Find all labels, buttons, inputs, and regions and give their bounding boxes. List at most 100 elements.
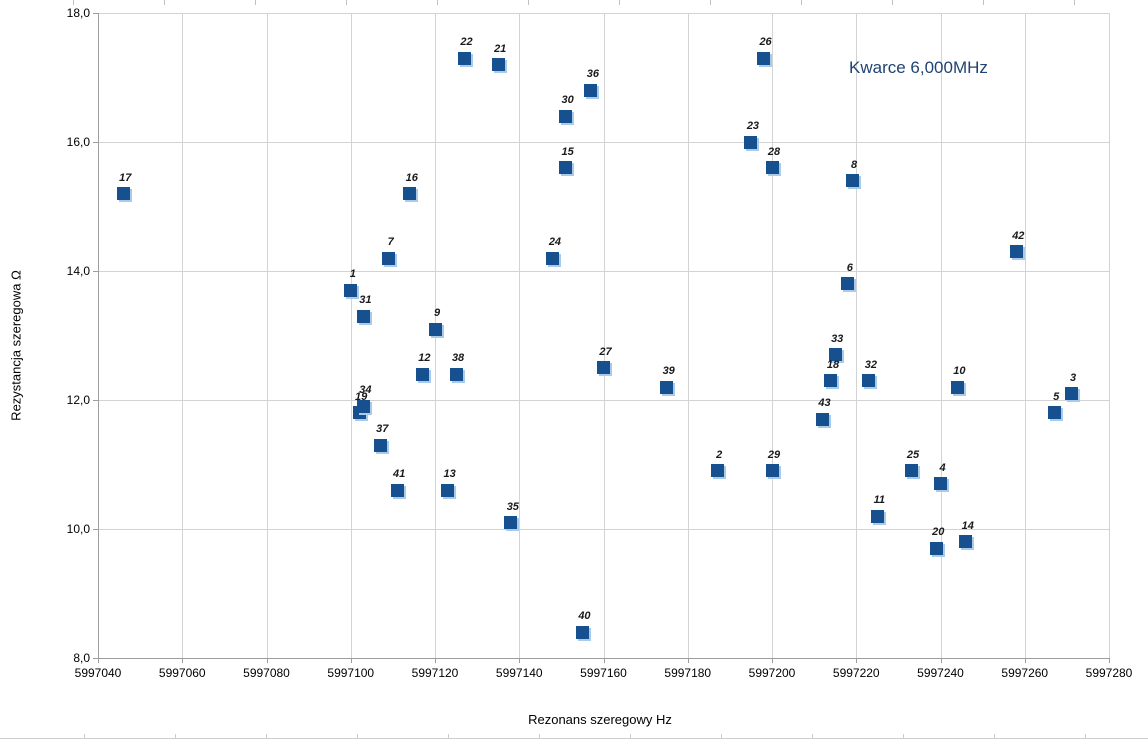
data-point-label: 37 bbox=[376, 423, 389, 436]
data-point-label: 23 bbox=[746, 120, 760, 132]
bottom-edge-tick bbox=[721, 734, 722, 738]
x-tick-label: 5997100 bbox=[327, 666, 375, 680]
x-axis-tick bbox=[1109, 658, 1110, 663]
data-point-label: 14 bbox=[961, 519, 974, 532]
data-point-label: 25 bbox=[906, 448, 920, 461]
gridline-horizontal bbox=[98, 142, 1109, 143]
x-axis-tick bbox=[940, 658, 942, 663]
y-axis-tick bbox=[93, 271, 98, 272]
y-axis-tick bbox=[93, 400, 98, 401]
data-point-label: 15 bbox=[561, 145, 574, 158]
top-edge-tick bbox=[619, 0, 620, 5]
data-point-label: 27 bbox=[599, 345, 612, 358]
gridline-vertical bbox=[856, 13, 858, 658]
x-tick-label: 5997280 bbox=[1085, 666, 1133, 680]
data-point-label: 33 bbox=[831, 332, 844, 345]
y-tick-label: 12,0 bbox=[66, 393, 90, 407]
bottom-edge-tick bbox=[1085, 734, 1086, 738]
data-point-marker bbox=[449, 367, 463, 381]
y-axis-title: Rezystancja szeregowa Ω bbox=[8, 270, 24, 421]
data-point-marker bbox=[904, 464, 918, 478]
data-point-marker bbox=[356, 309, 370, 323]
data-point-marker bbox=[929, 541, 943, 555]
data-point-label: 9 bbox=[433, 307, 441, 320]
x-axis-title: Rezonans szeregowy Hz bbox=[528, 712, 672, 727]
y-tick-label: 8,0 bbox=[73, 651, 90, 665]
x-tick-label: 5997220 bbox=[832, 666, 880, 680]
data-point-label: 3 bbox=[1070, 371, 1077, 384]
data-point-marker bbox=[428, 322, 442, 336]
data-point-marker bbox=[757, 51, 771, 65]
data-point-label: 40 bbox=[578, 610, 591, 623]
data-point-marker bbox=[356, 399, 370, 413]
data-point-marker bbox=[950, 380, 964, 394]
top-edge-tick bbox=[710, 0, 711, 5]
data-point-label: 5 bbox=[1053, 390, 1060, 403]
gridline-vertical bbox=[266, 13, 268, 658]
data-point-marker bbox=[841, 277, 855, 291]
x-axis-tick bbox=[856, 658, 858, 663]
x-tick-label: 5997120 bbox=[411, 666, 459, 680]
data-point-label: 30 bbox=[561, 94, 574, 107]
data-point-label: 17 bbox=[119, 171, 132, 184]
data-point-marker bbox=[575, 625, 589, 639]
data-point-marker bbox=[116, 187, 130, 201]
bottom-edge-tick bbox=[539, 734, 540, 738]
data-point-marker bbox=[415, 367, 429, 381]
x-axis-tick bbox=[266, 658, 268, 663]
data-point-label: 4 bbox=[939, 461, 946, 474]
gridline-vertical bbox=[350, 13, 352, 658]
data-point-marker bbox=[373, 438, 387, 452]
data-point-marker bbox=[491, 58, 505, 72]
gridline-vertical bbox=[603, 13, 605, 658]
top-edge-tick bbox=[164, 0, 165, 5]
bottom-edge-tick bbox=[357, 734, 358, 738]
x-axis-tick bbox=[350, 658, 352, 663]
top-edge-tick bbox=[73, 0, 74, 5]
data-point-label: 29 bbox=[767, 448, 781, 461]
data-point-marker bbox=[559, 161, 573, 175]
x-tick-label: 5997140 bbox=[495, 666, 543, 680]
data-point-label: 19 bbox=[355, 390, 368, 403]
x-tick-label: 5997200 bbox=[748, 666, 796, 680]
data-point-label: 38 bbox=[451, 352, 465, 365]
gridline-vertical bbox=[1024, 13, 1026, 658]
bottom-edge-tick bbox=[448, 734, 449, 738]
gridline-horizontal bbox=[98, 529, 1109, 530]
y-axis-line bbox=[98, 13, 99, 658]
x-tick-label: 5997080 bbox=[243, 666, 290, 680]
gridline-vertical bbox=[940, 13, 942, 658]
x-axis-tick bbox=[772, 658, 773, 663]
gridline-vertical bbox=[687, 13, 689, 658]
data-point-label: 8 bbox=[850, 158, 858, 171]
x-tick-label: 5997240 bbox=[917, 666, 964, 680]
bottom-edge-tick bbox=[175, 734, 176, 738]
top-edge-tick bbox=[528, 0, 529, 5]
bottom-edge-tick bbox=[630, 734, 631, 738]
data-point-label: 18 bbox=[826, 358, 840, 371]
gridline-horizontal bbox=[98, 13, 1109, 14]
x-axis-tick bbox=[182, 658, 184, 663]
data-point-marker bbox=[390, 483, 404, 497]
data-point-marker bbox=[870, 509, 884, 523]
data-point-label: 16 bbox=[405, 171, 418, 184]
data-point-label: 35 bbox=[506, 500, 519, 513]
data-point-label: 31 bbox=[359, 294, 372, 307]
data-point-marker bbox=[597, 361, 610, 375]
top-edge-tick bbox=[983, 0, 984, 5]
data-point-label: 20 bbox=[932, 526, 945, 539]
x-tick-label: 5997180 bbox=[664, 666, 712, 680]
y-tick-label: 14,0 bbox=[66, 264, 90, 278]
x-tick-label: 5997060 bbox=[158, 666, 206, 680]
y-axis-tick bbox=[93, 529, 98, 530]
bottom-edge-line bbox=[0, 738, 1148, 739]
data-point-label: 22 bbox=[460, 36, 473, 49]
data-point-marker bbox=[828, 348, 842, 362]
data-point-marker bbox=[959, 535, 973, 549]
top-edge-tick bbox=[346, 0, 347, 5]
data-point-marker bbox=[816, 412, 830, 426]
data-point-marker bbox=[382, 251, 396, 265]
gridline-vertical bbox=[772, 13, 773, 658]
data-point-marker bbox=[344, 283, 358, 297]
data-point-marker bbox=[1064, 387, 1078, 401]
